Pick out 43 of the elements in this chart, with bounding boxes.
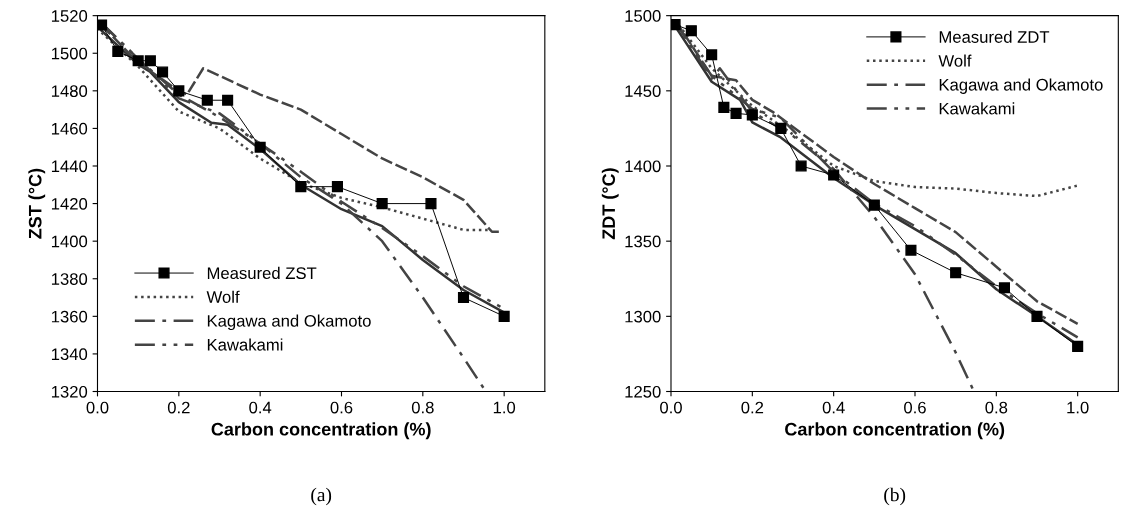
x-tick-label: 0.0 — [86, 401, 109, 414]
y-tick-label: 1460 — [51, 122, 88, 135]
x-tick-label: 0.0 — [660, 401, 682, 414]
legend-label: Kagawa and Okamoto — [939, 78, 1103, 94]
y-tick-label: 1520 — [51, 10, 88, 22]
x-tick-label: 0.8 — [411, 401, 434, 414]
x-tick-label: 1.0 — [493, 401, 516, 414]
legend-label: Wolf — [938, 54, 972, 67]
legend-label: Wolf — [206, 290, 240, 303]
y-tick-label: 1480 — [51, 85, 88, 98]
text: (b) — [884, 487, 906, 506]
y-tick-label: 1440 — [51, 160, 88, 173]
y-tick-label: 1300 — [625, 310, 661, 323]
y-tick-label: 1250 — [625, 385, 661, 398]
x-tick-label: 0.6 — [904, 401, 926, 414]
x-tick-label: 0.4 — [249, 401, 272, 414]
y-tick-label: 1400 — [51, 235, 88, 248]
legend-label: Measured ZST — [207, 266, 317, 280]
x-tick-label: 1.0 — [1067, 401, 1089, 414]
x-tick-label: 0.4 — [822, 401, 845, 414]
y-tick-label: 1500 — [51, 47, 88, 60]
x-tick-label: 0.6 — [330, 401, 353, 414]
x-axis-title: Carbon concentration (%) — [785, 422, 1005, 440]
x-tick-label: 0.8 — [985, 401, 1008, 414]
y-tick-label: 1380 — [51, 273, 88, 285]
legend-label: Measured ZDT — [939, 30, 1050, 43]
x-tick-label: 0.2 — [167, 401, 190, 414]
x-axis-title: Carbon concentration (%) — [211, 422, 431, 440]
x-tick-label: 0.2 — [741, 401, 764, 414]
y-tick-label: 1500 — [625, 10, 661, 22]
y-tick-label: 1340 — [51, 348, 88, 361]
legend-label: Kagawa and Okamoto — [207, 314, 371, 331]
legend-label: Kawakami — [207, 338, 283, 351]
y-tick-label: 1450 — [625, 85, 661, 98]
y-tick-label: 1360 — [51, 310, 88, 323]
y-axis-title: ZST (°C) — [28, 168, 46, 239]
y-tick-label: 1420 — [51, 197, 88, 210]
legend-label: Kawakami — [939, 102, 1015, 115]
y-tick-label: 1320 — [51, 385, 88, 398]
y-tick-label: 1400 — [625, 160, 661, 173]
text: (a) — [311, 487, 332, 506]
y-axis-title: ZDT (°C) — [601, 168, 619, 240]
y-tick-label: 1350 — [625, 235, 661, 248]
